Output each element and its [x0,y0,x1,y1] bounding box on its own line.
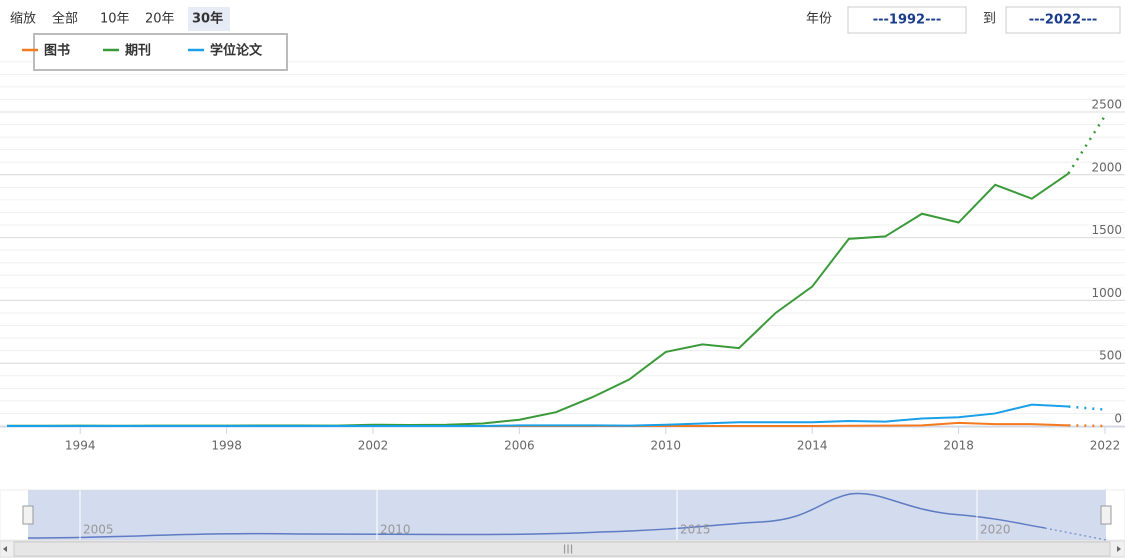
zoom-button[interactable]: 全部 [52,11,78,27]
y-tick-label: 1500 [1091,223,1122,237]
zoom-button-bg[interactable] [188,7,230,31]
x-tick-label: 2018 [943,439,974,453]
y-tick-label: 2000 [1091,160,1122,174]
x-tick-label: 2010 [651,439,682,453]
scrollbar-thumb[interactable] [13,541,1111,557]
y-tick-label: 0 [1114,412,1122,426]
x-tick-label: 2006 [504,439,535,453]
navigator: III [0,489,1125,558]
zoom-button[interactable]: 20年 [145,12,175,27]
navigator-handle[interactable] [1100,505,1112,525]
x-tick-label: 2002 [358,439,389,453]
legend-box [33,33,288,71]
x-tick-label: 2022 [1090,439,1121,453]
y-tick-label: 1000 [1091,286,1122,300]
scrollbar-grip: III [563,543,574,557]
zoom-button[interactable]: 10年 [100,12,130,27]
navigator-tick-label: 2010 [380,523,411,537]
series-line-dotted [1067,115,1107,175]
range-to-input[interactable] [1005,6,1121,34]
range-from-input[interactable] [847,6,967,34]
navigator-tick-label: 2020 [980,523,1011,537]
plot: 0 500 1000 1500 2000 2500 1994 1998 2002 2006 2010… [0,61,1125,453]
y-tick-label: 2500 [1091,98,1122,112]
series-line [7,403,1069,427]
range-to-label: 到 [983,12,996,27]
navigator-line [27,492,1046,539]
x-tick-label: 1994 [65,439,96,453]
y-tick-label: 500 [1099,349,1122,363]
legend-label[interactable]: 图书 [44,43,70,59]
legend-label[interactable]: 学位论文 [210,43,263,59]
range-from[interactable]: ---1992--- [873,13,942,28]
navigator-handle[interactable] [22,505,34,525]
navigator-tick-label: 2015 [680,523,711,537]
navigator-mask [28,490,1106,540]
series-line-dotted [1068,405,1106,411]
navigator-tick-label: 2005 [83,523,114,537]
x-tick-label: 1998 [211,439,242,453]
range-to[interactable]: ---2022--- [1029,13,1098,28]
range-label: 年份 [806,12,832,27]
navigator-line-dotted [1044,527,1107,541]
zoom-button[interactable]: 30年 [192,11,223,27]
legend-label[interactable]: 期刊 [125,44,151,59]
x-tick-label: 2014 [797,439,828,453]
zoom-label: 缩放 [10,11,36,27]
